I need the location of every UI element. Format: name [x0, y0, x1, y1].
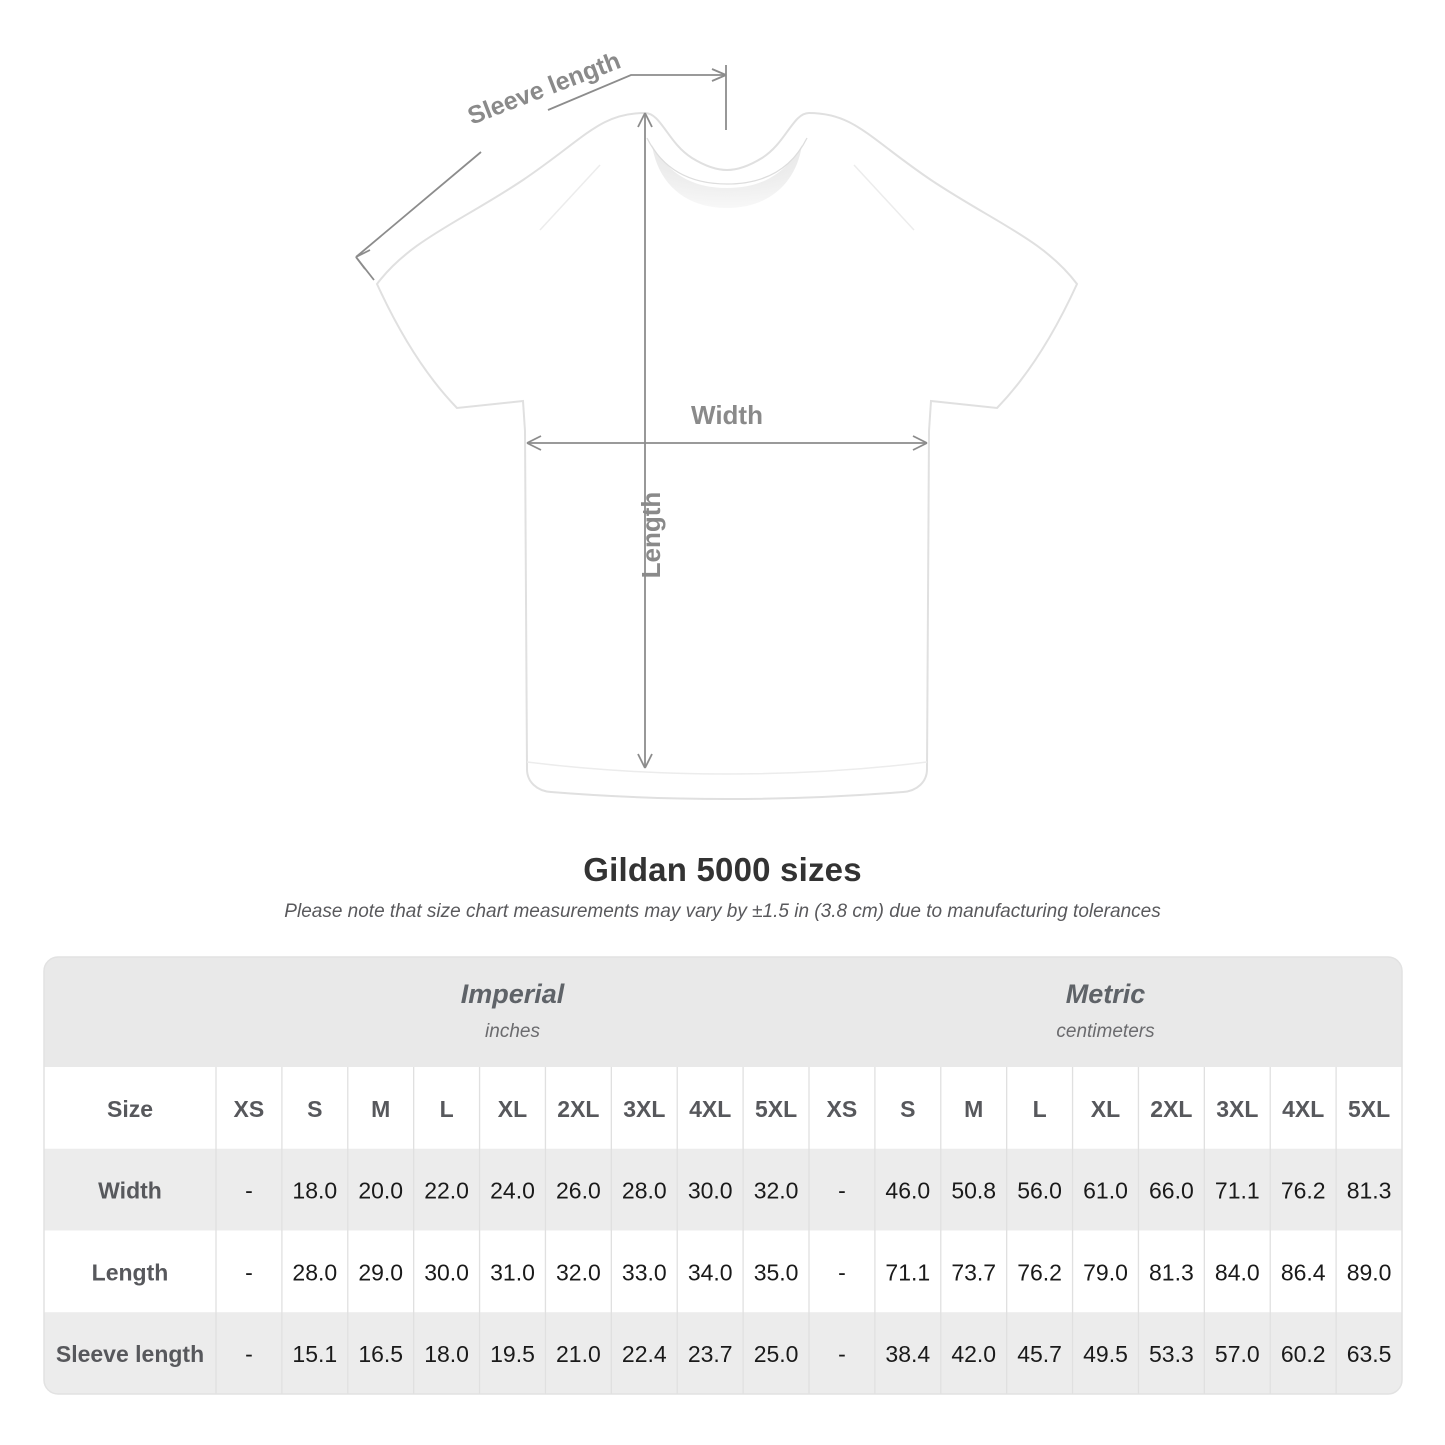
svg-text:35.0: 35.0 — [754, 1259, 799, 1285]
svg-text:71.1: 71.1 — [1215, 1178, 1260, 1204]
svg-text:34.0: 34.0 — [688, 1259, 733, 1285]
svg-text:Width: Width — [98, 1178, 162, 1204]
svg-text:56.0: 56.0 — [1017, 1178, 1062, 1204]
svg-text:-: - — [838, 1259, 846, 1285]
svg-text:29.0: 29.0 — [358, 1259, 403, 1285]
svg-text:5XL: 5XL — [755, 1096, 797, 1122]
svg-text:Length: Length — [92, 1259, 169, 1285]
svg-text:24.0: 24.0 — [490, 1178, 535, 1204]
svg-text:L: L — [440, 1096, 454, 1122]
svg-text:L: L — [1033, 1096, 1047, 1122]
svg-text:4XL: 4XL — [689, 1096, 731, 1122]
svg-text:3XL: 3XL — [623, 1096, 665, 1122]
svg-text:33.0: 33.0 — [622, 1259, 667, 1285]
svg-text:4XL: 4XL — [1282, 1096, 1324, 1122]
svg-text:66.0: 66.0 — [1149, 1178, 1194, 1204]
svg-text:S: S — [307, 1096, 322, 1122]
svg-text:22.4: 22.4 — [622, 1341, 667, 1367]
svg-text:73.7: 73.7 — [951, 1259, 996, 1285]
svg-text:-: - — [245, 1178, 253, 1204]
svg-text:M: M — [371, 1096, 390, 1122]
svg-text:31.0: 31.0 — [490, 1259, 535, 1285]
svg-text:Imperial: Imperial — [461, 979, 565, 1009]
svg-text:centimeters: centimeters — [1056, 1021, 1155, 1042]
svg-text:42.0: 42.0 — [951, 1341, 996, 1367]
svg-text:Length: Length — [636, 492, 666, 579]
svg-text:2XL: 2XL — [1150, 1096, 1192, 1122]
svg-text:28.0: 28.0 — [622, 1178, 667, 1204]
svg-text:-: - — [838, 1178, 846, 1204]
svg-text:25.0: 25.0 — [754, 1341, 799, 1367]
svg-text:-: - — [245, 1259, 253, 1285]
svg-text:71.1: 71.1 — [885, 1259, 930, 1285]
svg-text:XS: XS — [234, 1096, 265, 1122]
svg-text:XS: XS — [827, 1096, 858, 1122]
svg-text:M: M — [964, 1096, 983, 1122]
svg-text:81.3: 81.3 — [1149, 1259, 1194, 1285]
svg-text:30.0: 30.0 — [424, 1259, 469, 1285]
svg-text:30.0: 30.0 — [688, 1178, 733, 1204]
svg-text:81.3: 81.3 — [1347, 1178, 1392, 1204]
svg-text:50.8: 50.8 — [951, 1178, 996, 1204]
svg-text:Width: Width — [691, 400, 763, 430]
svg-text:XL: XL — [1091, 1096, 1120, 1122]
svg-text:21.0: 21.0 — [556, 1341, 601, 1367]
svg-text:26.0: 26.0 — [556, 1178, 601, 1204]
svg-text:23.7: 23.7 — [688, 1341, 733, 1367]
svg-text:76.2: 76.2 — [1281, 1178, 1326, 1204]
svg-text:19.5: 19.5 — [490, 1341, 535, 1367]
svg-text:46.0: 46.0 — [885, 1178, 930, 1204]
svg-text:2XL: 2XL — [557, 1096, 599, 1122]
svg-text:18.0: 18.0 — [292, 1178, 337, 1204]
svg-text:XL: XL — [498, 1096, 527, 1122]
svg-text:3XL: 3XL — [1216, 1096, 1258, 1122]
svg-text:89.0: 89.0 — [1347, 1259, 1392, 1285]
svg-text:86.4: 86.4 — [1281, 1259, 1326, 1285]
svg-text:22.0: 22.0 — [424, 1178, 469, 1204]
svg-text:-: - — [838, 1341, 846, 1367]
svg-text:53.3: 53.3 — [1149, 1341, 1194, 1367]
svg-text:84.0: 84.0 — [1215, 1259, 1260, 1285]
svg-text:61.0: 61.0 — [1083, 1178, 1128, 1204]
svg-text:20.0: 20.0 — [358, 1178, 403, 1204]
svg-text:60.2: 60.2 — [1281, 1341, 1326, 1367]
svg-text:-: - — [245, 1341, 253, 1367]
svg-text:S: S — [900, 1096, 915, 1122]
svg-text:Size: Size — [107, 1096, 153, 1122]
svg-text:45.7: 45.7 — [1017, 1341, 1062, 1367]
svg-text:18.0: 18.0 — [424, 1341, 469, 1367]
svg-text:28.0: 28.0 — [292, 1259, 337, 1285]
svg-text:57.0: 57.0 — [1215, 1341, 1260, 1367]
svg-text:76.2: 76.2 — [1017, 1259, 1062, 1285]
svg-text:32.0: 32.0 — [556, 1259, 601, 1285]
svg-text:Sleeve length: Sleeve length — [56, 1341, 204, 1367]
svg-text:63.5: 63.5 — [1347, 1341, 1392, 1367]
svg-text:Metric: Metric — [1066, 979, 1146, 1009]
svg-text:5XL: 5XL — [1348, 1096, 1390, 1122]
svg-text:inches: inches — [485, 1021, 540, 1042]
svg-text:32.0: 32.0 — [754, 1178, 799, 1204]
svg-text:38.4: 38.4 — [885, 1341, 930, 1367]
svg-text:16.5: 16.5 — [358, 1341, 403, 1367]
svg-text:79.0: 79.0 — [1083, 1259, 1128, 1285]
svg-text:49.5: 49.5 — [1083, 1341, 1128, 1367]
svg-text:15.1: 15.1 — [292, 1341, 337, 1367]
